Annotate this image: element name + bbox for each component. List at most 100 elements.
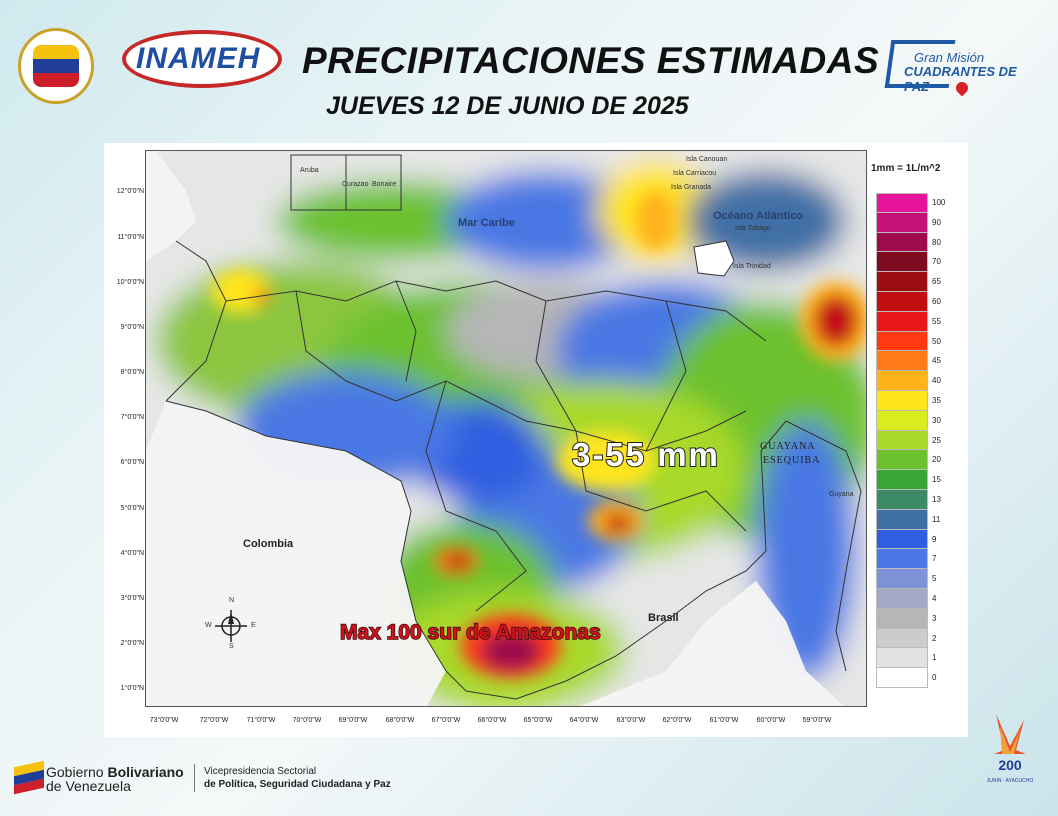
label-isla-canouan: Isla Canouan xyxy=(686,156,728,163)
svg-text:JUNÍN · AYACUCHO: JUNÍN · AYACUCHO xyxy=(987,777,1034,784)
lon-tick: 67°0'0"W xyxy=(431,717,461,724)
lon-tick: 64°0'0"W xyxy=(569,717,599,724)
lon-tick: 65°0'0"W xyxy=(523,717,553,724)
footer-divider xyxy=(194,764,195,792)
compass-w: W xyxy=(205,622,212,629)
lon-tick: 60°0'0"W xyxy=(756,717,786,724)
lon-tick: 70°0'0"W xyxy=(292,717,322,724)
inameh-logo-text: INAMEH xyxy=(136,42,261,75)
legend-swatch xyxy=(876,529,928,550)
legend-value: 20 xyxy=(932,455,941,465)
legend-swatch xyxy=(876,588,928,609)
vice-line1: Vicepresidencia Sectorial xyxy=(204,766,317,777)
gob-line1-b: Bolivariano xyxy=(107,764,184,780)
legend-value: 90 xyxy=(932,217,941,227)
label-isla-carriacou: Isla Carriacou xyxy=(673,170,717,177)
legend-value: 5 xyxy=(932,574,937,584)
lon-tick: 59°0'0"W xyxy=(802,717,832,724)
cuadrantes-de-paz-logo: Gran Misión CUADRANTES DE PAZ xyxy=(884,30,1044,100)
page-subtitle-date: JUEVES 12 DE JUNIO DE 2025 xyxy=(326,92,689,120)
color-legend xyxy=(876,193,928,688)
legend-value: 40 xyxy=(932,376,941,386)
legend-value: 70 xyxy=(932,257,941,267)
legend-value: 60 xyxy=(932,297,941,306)
precipitation-map: 12°0'0"N 11°0'0"N 10°0'0"N 9°0'0"N 8°0'0… xyxy=(104,143,968,737)
lon-tick: 69°0'0"W xyxy=(338,717,368,724)
rainfall-range-annotation: 3-55 mm xyxy=(571,435,720,474)
lat-tick: 12°0'0"N xyxy=(116,188,144,195)
label-esequiba: ESEQUIBA xyxy=(763,455,821,466)
legend-swatch xyxy=(876,470,928,490)
legend-swatch xyxy=(876,569,928,589)
legend-swatch xyxy=(876,232,928,253)
vice-line2: de Política, Seguridad Ciudadana y Paz xyxy=(204,779,391,790)
legend-swatch xyxy=(876,311,928,332)
lon-tick: 73°0'0"W xyxy=(149,717,179,724)
label-isla-granada: Isla Granada xyxy=(671,184,712,191)
legend-value: 45 xyxy=(932,356,941,366)
lat-tick: 8°0'0"N xyxy=(120,369,144,376)
lat-tick: 4°0'0"N xyxy=(120,550,144,557)
label-brasil: Brasil xyxy=(648,612,679,624)
mision-logo-line1: Gran Misión xyxy=(914,50,985,65)
lon-tick: 68°0'0"W xyxy=(385,717,415,724)
lat-tick: 6°0'0"N xyxy=(120,459,144,466)
lat-tick: 1°0'0"N xyxy=(120,685,144,692)
legend-swatch xyxy=(876,668,928,688)
gobierno-bolivariano-logo: Gobierno Bolivariano de Venezuela Vicepr… xyxy=(14,760,394,796)
legend-value: 65 xyxy=(932,277,941,287)
legend-swatch xyxy=(876,252,928,273)
legend-value: 11 xyxy=(932,514,941,524)
legend-swatch xyxy=(876,608,928,629)
legend-value: 15 xyxy=(932,475,941,485)
ministry-seal-logo xyxy=(18,28,94,104)
legend-value: 80 xyxy=(932,237,941,247)
seal-flag-yellow xyxy=(33,45,79,59)
gob-line1-a: Gobierno xyxy=(46,764,108,780)
compass-rose-icon xyxy=(206,598,256,654)
legend-value: 4 xyxy=(932,594,937,603)
lon-tick: 63°0'0"W xyxy=(616,717,646,724)
label-oceano-atlantico: Océano Atlántico xyxy=(713,210,804,222)
lat-tick: 7°0'0"N xyxy=(120,414,144,421)
legend-value: 9 xyxy=(932,534,937,544)
legend-swatch xyxy=(876,509,928,530)
lat-tick: 5°0'0"N xyxy=(120,505,144,512)
legend-swatch xyxy=(876,212,928,233)
legend-value: 55 xyxy=(932,316,941,326)
seal-flag-red xyxy=(33,73,79,87)
label-guyana: Guyana xyxy=(829,491,854,498)
legend-value: 50 xyxy=(932,336,941,346)
legend-swatch xyxy=(876,390,928,411)
legend-swatch xyxy=(876,549,928,570)
label-isla-trinidad: Isla Trinidad xyxy=(733,263,771,270)
label-bonaire: Bonaire xyxy=(372,181,397,188)
legend-swatch xyxy=(876,291,928,312)
lat-tick: 3°0'0"N xyxy=(120,595,144,602)
mision-logo-line2: CUADRANTES DE PAZ xyxy=(904,64,1017,94)
legend-swatch xyxy=(876,489,928,510)
map-svg xyxy=(146,151,866,706)
lon-tick: 66°0'0"W xyxy=(477,717,507,724)
venezuela-flag-icon xyxy=(14,760,44,795)
legend-swatch xyxy=(876,648,928,669)
seal-flag-blue xyxy=(33,59,79,73)
lon-tick: 62°0'0"W xyxy=(662,717,692,724)
label-isla-tobago: Isla Tobago xyxy=(735,225,771,232)
lat-tick: 11°0'0"N xyxy=(117,234,144,241)
legend-swatch xyxy=(876,410,928,431)
gob-line2: de Venezuela xyxy=(46,778,131,794)
legend-value: 3 xyxy=(932,613,937,623)
legend-title: 1mm = 1L/m^2 xyxy=(871,163,941,174)
label-aruba: Aruba xyxy=(300,167,319,174)
bicentenario-200-logo: 200 JUNÍN · AYACUCHO xyxy=(986,706,1034,790)
compass-s: S xyxy=(229,643,234,650)
legend-value: 100 xyxy=(932,198,946,207)
inameh-logo: INAMEH xyxy=(122,30,290,96)
page-title: PRECIPITACIONES ESTIMADAS xyxy=(302,40,880,81)
legend-swatch xyxy=(876,450,928,471)
legend-value: 30 xyxy=(932,415,941,425)
compass-n: N xyxy=(229,597,235,604)
compass-e: E xyxy=(251,622,256,629)
inameh-logo-oval xyxy=(122,30,282,88)
